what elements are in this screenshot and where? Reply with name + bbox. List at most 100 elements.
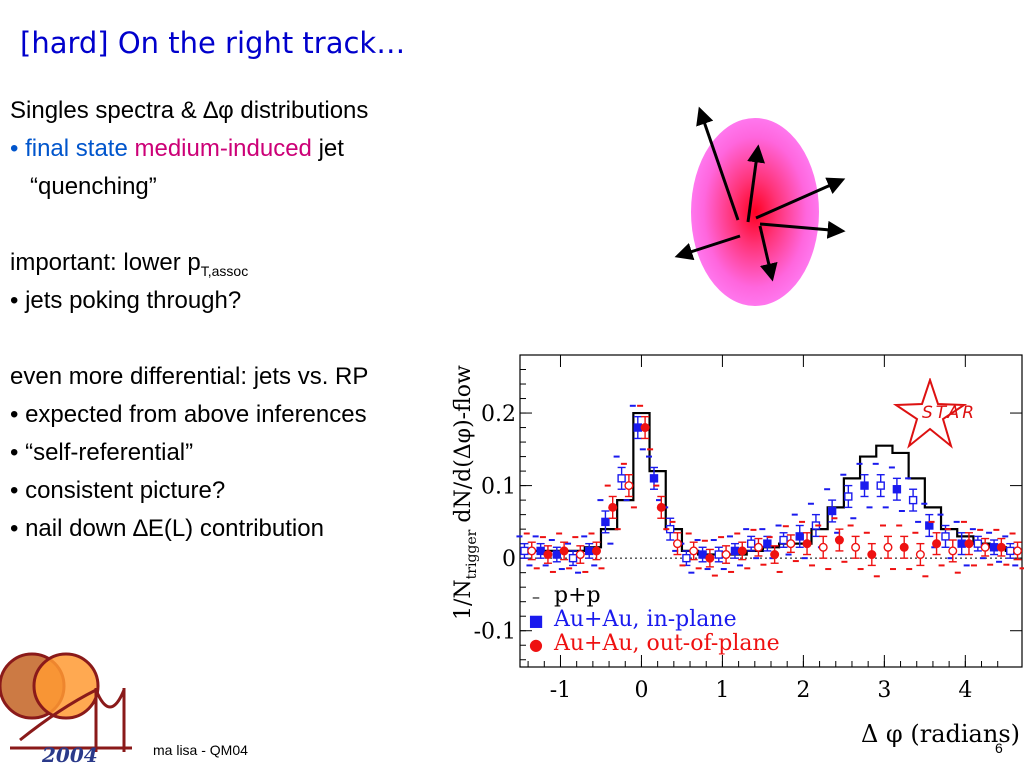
data-point-out-of-plane	[786, 539, 796, 549]
jet-arrow	[755, 177, 846, 220]
x-tick-label: 0	[634, 678, 648, 703]
data-point-in-plane	[844, 492, 853, 501]
data-point-out-of-plane	[559, 546, 569, 556]
jet-arrow	[746, 144, 765, 223]
data-point-out-of-plane	[964, 539, 974, 549]
data-point-in-plane	[957, 539, 966, 548]
data-point-out-of-plane	[656, 502, 666, 512]
data-point-out-of-plane	[753, 542, 763, 552]
pt-assoc-subscript: T,assoc	[200, 262, 249, 279]
spacer	[10, 320, 368, 358]
x-tick-label: 4	[958, 678, 972, 703]
bridge-icon	[10, 687, 132, 752]
data-point-in-plane	[649, 474, 659, 483]
data-point-in-plane	[779, 535, 788, 545]
data-point-out-of-plane	[883, 542, 893, 552]
slide-body: Singles spectra & ∆φ distributions • fin…	[10, 92, 368, 548]
data-point-out-of-plane	[996, 542, 1006, 552]
star-logo: STAR	[892, 378, 977, 449]
x-tick-label: 3	[877, 678, 891, 703]
data-point-out-of-plane	[915, 550, 925, 560]
body-line-nail-down: • nail down ∆E(L) contribution	[10, 515, 324, 542]
legend-marker: ●	[529, 635, 543, 654]
body-line-jets-poking: • jets poking through?	[10, 287, 242, 314]
data-point-out-of-plane	[592, 546, 602, 556]
data-point-out-of-plane	[1013, 546, 1023, 556]
body-line-final-state: • final state medium-induced jet	[10, 130, 368, 168]
star-logo-text: STAR	[922, 403, 977, 423]
data-point-out-of-plane	[689, 546, 699, 556]
data-point-out-of-plane	[818, 542, 828, 552]
data-point-in-plane	[925, 521, 934, 530]
y-axis-title-main: dN/d(Δφ)-flow	[451, 365, 476, 530]
legend-marker: ■	[528, 611, 543, 630]
data-point-out-of-plane	[624, 481, 634, 491]
data-point-out-of-plane	[948, 546, 958, 556]
medium-blob	[691, 118, 819, 306]
data-point-out-of-plane	[721, 550, 731, 560]
data-point-out-of-plane	[672, 539, 682, 549]
data-point-out-of-plane	[608, 502, 618, 512]
data-point-in-plane	[746, 539, 756, 548]
x-tick-label: 1	[715, 678, 729, 703]
data-point-in-plane	[827, 506, 837, 516]
y-tick-label: -0.1	[474, 620, 516, 645]
svg-text:1/Ntrigger dN/d(Δφ)-flow: 1/Ntrigger dN/d(Δφ)-flow	[451, 365, 480, 620]
jet-arrow	[758, 225, 778, 282]
body-line-self-referential: • “self-referential”	[10, 439, 194, 466]
data-point-in-plane	[633, 423, 643, 432]
data-point-in-plane	[876, 481, 885, 490]
data-point-out-of-plane	[932, 539, 942, 549]
data-point-out-of-plane	[851, 542, 861, 552]
data-point-out-of-plane	[867, 550, 877, 560]
jet-arrow	[674, 234, 741, 261]
y-tick-label: 0	[502, 547, 516, 572]
medium-induced-text: medium-induced	[134, 135, 312, 162]
data-point-in-plane	[795, 532, 804, 541]
final-state-text: final state	[25, 135, 135, 162]
legend-marker: –	[532, 587, 540, 606]
data-point-in-plane	[568, 553, 578, 563]
logo-circle-right	[32, 652, 100, 720]
body-line-differential: even more differential: jets vs. RP	[10, 363, 369, 390]
data-point-in-plane	[860, 481, 869, 490]
data-point-in-plane	[941, 532, 950, 541]
logo-year: 2004	[41, 743, 98, 766]
x-tick-label: 2	[796, 678, 810, 703]
legend-label: Au+Au, out-of-plane	[553, 631, 780, 656]
data-point-out-of-plane	[980, 542, 990, 552]
data-point-in-plane	[682, 553, 691, 563]
x-axis-title: Δ φ (radians)	[861, 720, 1020, 748]
legend-label: Au+Au, in-plane	[553, 607, 737, 632]
data-point-out-of-plane	[899, 542, 909, 552]
body-line-expected: • expected from above inferences	[10, 401, 367, 428]
body-line-quenching: “quenching”	[30, 173, 157, 200]
legend-label: p+p	[554, 583, 601, 608]
jet-arrow	[696, 106, 740, 221]
data-point-in-plane	[908, 495, 918, 505]
y-axis-title-sub: trigger	[464, 529, 480, 579]
y-tick-label: 0.2	[481, 402, 516, 427]
data-point-out-of-plane	[802, 539, 812, 549]
data-point-out-of-plane	[543, 550, 553, 560]
footer-text: ma lisa - QM04	[153, 742, 248, 758]
jet-text: jet	[311, 135, 344, 162]
qm04-logo: 2004	[0, 652, 132, 766]
body-line-consistent: • consistent picture?	[10, 477, 226, 504]
data-point-in-plane	[973, 539, 983, 548]
slide-title: [hard] On the right track…	[20, 26, 406, 60]
data-point-in-plane	[730, 546, 740, 556]
data-point-out-of-plane	[770, 550, 780, 560]
data-point-in-plane	[552, 550, 562, 559]
data-point-in-plane	[520, 546, 529, 556]
data-point-out-of-plane	[575, 550, 585, 560]
body-line-singles: Singles spectra & ∆φ distributions	[10, 97, 369, 124]
x-tick-label: -1	[550, 678, 571, 703]
data-point-in-plane	[617, 474, 626, 483]
bullet: •	[10, 135, 26, 162]
data-point-out-of-plane	[834, 535, 844, 545]
delta-phi-chart: 1/Ntrigger dN/d(Δφ)-flow -1 0 1 2 3 4 -0.1 0 0.1…	[451, 354, 1024, 748]
data-point-in-plane	[536, 546, 545, 556]
data-point-in-plane	[698, 550, 707, 559]
data-point-out-of-plane	[737, 546, 747, 556]
